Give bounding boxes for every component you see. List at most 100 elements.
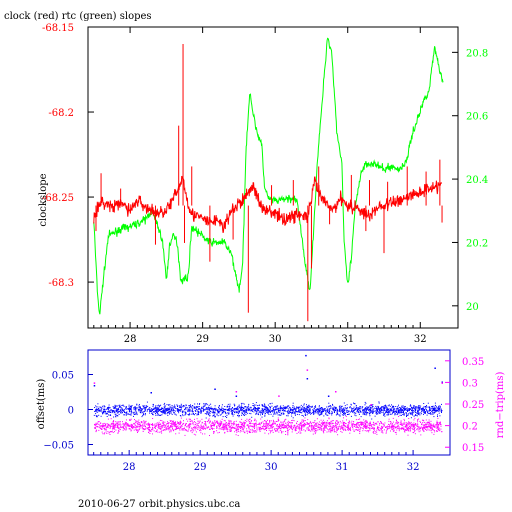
rnd-trip-point [189, 420, 191, 422]
offset-point [210, 408, 212, 410]
rnd-trip-point [217, 432, 219, 434]
offset-point [115, 405, 117, 407]
offset-point [157, 408, 159, 410]
rnd-trip-point [185, 424, 186, 426]
rnd-trip-point [169, 427, 171, 428]
rnd-trip-point [310, 427, 312, 429]
rnd-trip-point [214, 420, 216, 422]
offset-point [342, 408, 344, 410]
rnd-trip-point [218, 422, 220, 424]
offset-point [114, 411, 116, 413]
offset-point [271, 402, 273, 404]
rnd-trip-point [227, 431, 229, 433]
rnd-trip-point [397, 422, 398, 424]
offset-point [308, 412, 310, 413]
offset-point [341, 407, 342, 409]
rnd-trip-point [116, 423, 118, 425]
rnd-trip-point [337, 426, 339, 428]
offset-point [276, 412, 278, 414]
offset-point [391, 413, 393, 415]
rnd-trip-point [227, 422, 229, 424]
offset-point [170, 407, 172, 409]
offset-point [206, 403, 208, 405]
rnd-trip-point [272, 419, 274, 421]
rnd-trip-point [192, 429, 194, 431]
offset-point [413, 407, 415, 409]
rnd-trip-point [148, 431, 150, 433]
offset-point [392, 411, 394, 413]
rnd-trip-point [267, 424, 269, 426]
rnd-trip-point [271, 426, 273, 428]
rnd-trip-point [173, 430, 175, 432]
offset-point [318, 405, 320, 407]
rnd-trip-point [339, 420, 341, 422]
offset-point [195, 407, 197, 409]
rnd-trip-point [331, 429, 332, 431]
rnd-trip-point [311, 430, 313, 432]
rnd-trip-point [389, 425, 390, 427]
offset-point [416, 415, 418, 417]
offset-point [397, 409, 399, 411]
offset-point [336, 410, 338, 412]
rnd-trip-point [358, 425, 360, 427]
rnd-trip-point [338, 421, 339, 423]
rnd-trip-point [190, 421, 192, 423]
rnd-trip-point [198, 422, 200, 424]
offset-point [330, 412, 332, 414]
offset-point [309, 411, 311, 413]
offset-point [306, 408, 308, 410]
rnd-trip-point [171, 426, 173, 428]
offset-point [168, 410, 170, 412]
rnd-trip-point [299, 429, 301, 431]
offset-point [106, 412, 108, 414]
rnd-trip-point [326, 425, 327, 427]
offset-point [164, 409, 166, 411]
rnd-trip-point [189, 423, 191, 424]
rnd-trip-point [131, 426, 133, 428]
rnd-trip-point [177, 422, 179, 423]
offset-point [369, 407, 371, 409]
rnd-trip-point [175, 424, 177, 426]
offset-point [169, 413, 170, 415]
rnd-trip-point [116, 425, 118, 427]
offset-point [343, 410, 345, 412]
offset-point [283, 410, 285, 411]
offset-point [117, 410, 118, 412]
offset-point [387, 412, 389, 414]
offset-point [185, 412, 187, 414]
offset-point [136, 412, 138, 414]
rnd-trip-point [112, 421, 114, 423]
rnd-trip-point [123, 424, 125, 426]
rnd-trip-point [426, 422, 428, 423]
offset-point [414, 409, 416, 411]
offset-point [286, 415, 288, 417]
offset-point [333, 409, 335, 411]
rnd-trip-point [343, 429, 345, 431]
rnd-trip-point [404, 429, 406, 431]
rnd-trip-point [130, 419, 132, 421]
rnd-trip-point [296, 426, 298, 428]
rnd-trip-point [239, 421, 241, 423]
rnd-trip-point [221, 418, 223, 420]
rnd-trip-point [335, 420, 337, 422]
rnd-trip-point [425, 423, 427, 425]
offset-point [419, 405, 420, 407]
offset-point [283, 410, 285, 412]
rnd-trip-point [130, 425, 132, 427]
rnd-trip-point [148, 422, 149, 424]
rnd-trip-point [433, 429, 435, 431]
offset-point [296, 411, 298, 412]
rnd-trip-point [361, 427, 363, 429]
rnd-trip-point [109, 426, 111, 428]
offset-point [333, 411, 335, 413]
rnd-trip-point [391, 424, 393, 426]
offset-point [116, 408, 118, 410]
rnd-trip-point [143, 425, 145, 427]
offset-point [421, 408, 422, 410]
rnd-trip-point [359, 428, 361, 430]
offset-point [255, 410, 257, 412]
offset-point [356, 411, 358, 413]
offset-point [372, 408, 374, 410]
offset-point [169, 411, 171, 413]
offset-point [312, 410, 314, 412]
